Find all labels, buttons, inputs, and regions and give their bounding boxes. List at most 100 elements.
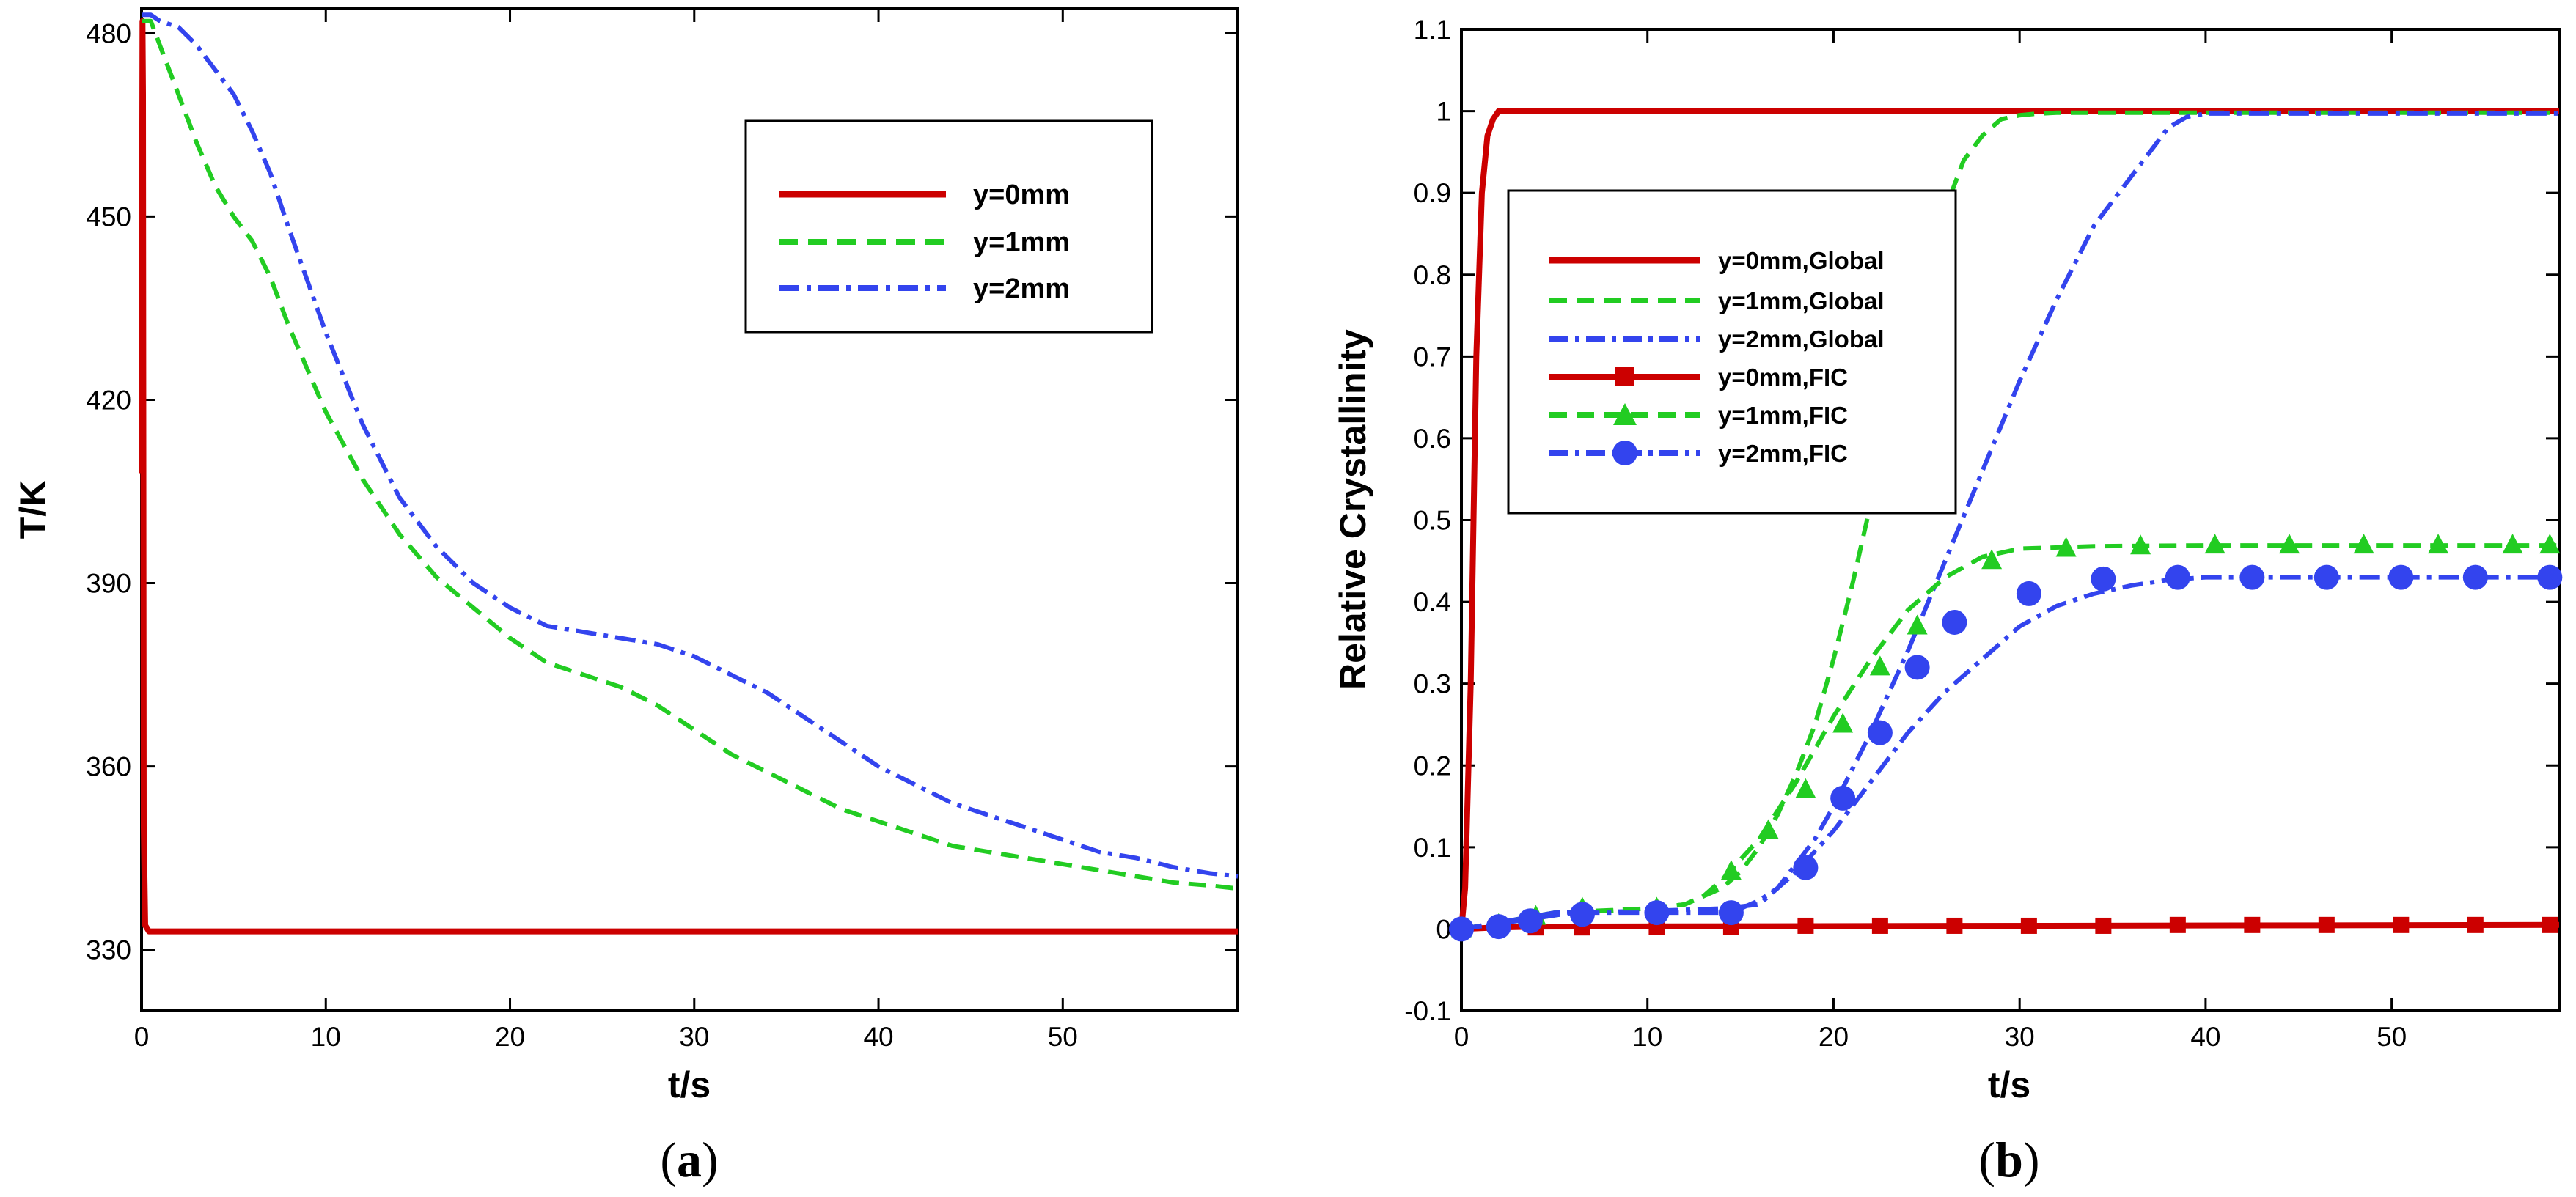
series-marker-b-4-8 bbox=[1832, 712, 1854, 733]
series-marker-b-4-17 bbox=[2428, 534, 2449, 554]
series-marker-b-4-7 bbox=[1795, 778, 1816, 798]
series-marker-b-5-0 bbox=[1449, 916, 1474, 942]
series-marker-b-3-11 bbox=[2169, 916, 2186, 933]
legend-label-a-1: y=1mm bbox=[973, 227, 1070, 258]
axis-ticks-b: 0 10 20 30 40 50-0.100.10.20.30.40.50.60.70.8… bbox=[1404, 15, 2559, 1052]
legend-label-b-1: y=1mm,Global bbox=[1718, 287, 1885, 314]
x-tick-label-a-1: 10 bbox=[311, 1022, 341, 1052]
series-marker-b-5-2 bbox=[1517, 908, 1543, 934]
series-marker-b-3-13 bbox=[2318, 916, 2335, 933]
series-marker-b-3-12 bbox=[2244, 916, 2261, 933]
legend-marker-b-5 bbox=[1612, 441, 1637, 465]
y-tick-label-b-4: 0.3 bbox=[1414, 669, 1451, 699]
series-marker-b-5-4 bbox=[1644, 900, 1670, 926]
series-marker-b-4-19 bbox=[2539, 534, 2561, 554]
legend-label-b-4: y=1mm,FIC bbox=[1718, 402, 1848, 429]
series-marker-b-3-8 bbox=[1946, 917, 1963, 934]
series-marker-b-4-12 bbox=[2055, 537, 2077, 557]
series-marker-b-5-5 bbox=[1718, 900, 1744, 926]
series-line-b-4 bbox=[1461, 543, 2559, 932]
y-tick-label-b-12: 1.1 bbox=[1414, 15, 1451, 45]
chart-panel-b: 0 10 20 30 40 50-0.100.10.20.30.40.50.60.70.8… bbox=[1332, 15, 2563, 1105]
y-tick-label-b-1: 0 bbox=[1436, 914, 1451, 944]
legend-label-b-0: y=0mm,Global bbox=[1718, 247, 1885, 274]
series-marker-b-4-15 bbox=[2279, 534, 2300, 554]
y-tick-label-a-2: 390 bbox=[86, 569, 131, 599]
x-tick-label-b-4: 40 bbox=[2190, 1022, 2220, 1052]
series-marker-b-3-16 bbox=[2542, 916, 2558, 933]
series-marker-b-5-10 bbox=[1942, 609, 1967, 635]
y-tick-label-b-7: 0.6 bbox=[1414, 424, 1451, 454]
series-marker-b-4-11 bbox=[1981, 549, 2003, 570]
y-tick-label-b-11: 1 bbox=[1436, 97, 1451, 127]
legend-label-b-2: y=2mm,Global bbox=[1718, 325, 1885, 353]
x-tick-label-a-3: 30 bbox=[679, 1022, 709, 1052]
y-axis-title-b: Relative Crystallinity bbox=[1332, 329, 1373, 690]
panel-caption-a: (a) bbox=[660, 1132, 718, 1187]
y-tick-label-a-4: 450 bbox=[86, 202, 131, 232]
series-line-a-1 bbox=[142, 18, 1239, 891]
series-line-b-5 bbox=[1461, 575, 2559, 932]
axis-ticks-a: 0 10 20 30 40 50 330 360 390 420 450 480 bbox=[86, 9, 1238, 1052]
series-marker-b-3-6 bbox=[1797, 917, 1814, 934]
y-tick-label-b-9: 0.8 bbox=[1414, 260, 1451, 290]
series-marker-b-4-10 bbox=[1907, 614, 1928, 635]
legend-label-b-5: y=2mm,FIC bbox=[1718, 440, 1848, 467]
y-tick-label-a-5: 480 bbox=[86, 18, 131, 48]
panel-caption-b: (b) bbox=[1978, 1132, 2039, 1187]
series-marker-b-4-13 bbox=[2130, 534, 2151, 555]
legend-box-b bbox=[1507, 189, 1957, 515]
series-marker-b-3-10 bbox=[2095, 917, 2112, 934]
caption-a-letter: a bbox=[677, 1132, 702, 1187]
series-marker-b-5-1 bbox=[1486, 914, 1511, 940]
series-marker-b-3-15 bbox=[2467, 916, 2484, 933]
x-tick-label-b-1: 10 bbox=[1632, 1022, 1662, 1052]
x-axis-title-b: t/s bbox=[1988, 1064, 2030, 1105]
legend-a: y=0mm y=1mm y=2mm bbox=[744, 119, 1153, 334]
series-group-b bbox=[1449, 108, 2563, 942]
legend-box-a bbox=[744, 119, 1153, 334]
series-marker-b-3-14 bbox=[2393, 916, 2410, 933]
caption-b-open: ( bbox=[1978, 1132, 1995, 1187]
series-marker-b-5-8 bbox=[1867, 720, 1893, 745]
legend-marker-b-3 bbox=[1615, 367, 1634, 386]
series-line-a-2 bbox=[142, 12, 1239, 879]
plot-frame-b bbox=[1460, 28, 2561, 1012]
legend-label-a-0: y=0mm bbox=[973, 180, 1070, 210]
series-marker-b-5-17 bbox=[2462, 564, 2488, 590]
series-marker-b-5-16 bbox=[2388, 564, 2414, 590]
y-tick-label-b-6: 0.5 bbox=[1414, 506, 1451, 536]
series-marker-b-5-11 bbox=[2016, 581, 2041, 606]
series-marker-b-5-9 bbox=[1904, 655, 1930, 680]
x-tick-label-a-4: 40 bbox=[863, 1022, 893, 1052]
y-tick-label-b-10: 0.9 bbox=[1414, 178, 1451, 208]
series-marker-b-4-18 bbox=[2502, 534, 2523, 554]
legend-marker-b-4 bbox=[1613, 403, 1637, 425]
x-tick-label-b-0: 0 bbox=[1454, 1022, 1469, 1052]
series-marker-b-5-7 bbox=[1830, 785, 1856, 811]
y-axis-title-a: T/K bbox=[12, 480, 54, 539]
series-marker-b-4-5 bbox=[1720, 860, 1742, 880]
y-tick-label-a-3: 420 bbox=[86, 385, 131, 415]
series-marker-b-5-3 bbox=[1569, 902, 1595, 927]
x-tick-label-a-2: 20 bbox=[495, 1022, 525, 1052]
series-marker-b-4-14 bbox=[2204, 534, 2225, 554]
x-tick-label-b-2: 20 bbox=[1819, 1022, 1849, 1052]
y-tick-label-b-2: 0.1 bbox=[1414, 833, 1451, 863]
caption-a-open: ( bbox=[660, 1132, 677, 1187]
series-marker-b-5-13 bbox=[2165, 564, 2190, 590]
x-tick-label-a-0: 0 bbox=[134, 1022, 150, 1052]
chart-panel-a: 0 10 20 30 40 50 330 360 390 420 450 480 t/s T/K y=… bbox=[12, 7, 1239, 1105]
x-tick-label-b-3: 30 bbox=[2005, 1022, 2035, 1052]
y-tick-label-b-8: 0.7 bbox=[1414, 342, 1451, 372]
series-marker-b-5-6 bbox=[1793, 855, 1819, 880]
caption-a-close: ) bbox=[702, 1132, 719, 1187]
y-tick-label-b-0: -0.1 bbox=[1404, 996, 1451, 1026]
x-tick-label-b-5: 50 bbox=[2377, 1022, 2407, 1052]
y-tick-label-b-5: 0.4 bbox=[1414, 587, 1451, 617]
series-line-b-0 bbox=[1458, 108, 2559, 929]
caption-b-close: ) bbox=[2023, 1132, 2040, 1187]
series-marker-b-5-18 bbox=[2537, 564, 2563, 590]
y-tick-label-a-1: 360 bbox=[86, 752, 131, 782]
